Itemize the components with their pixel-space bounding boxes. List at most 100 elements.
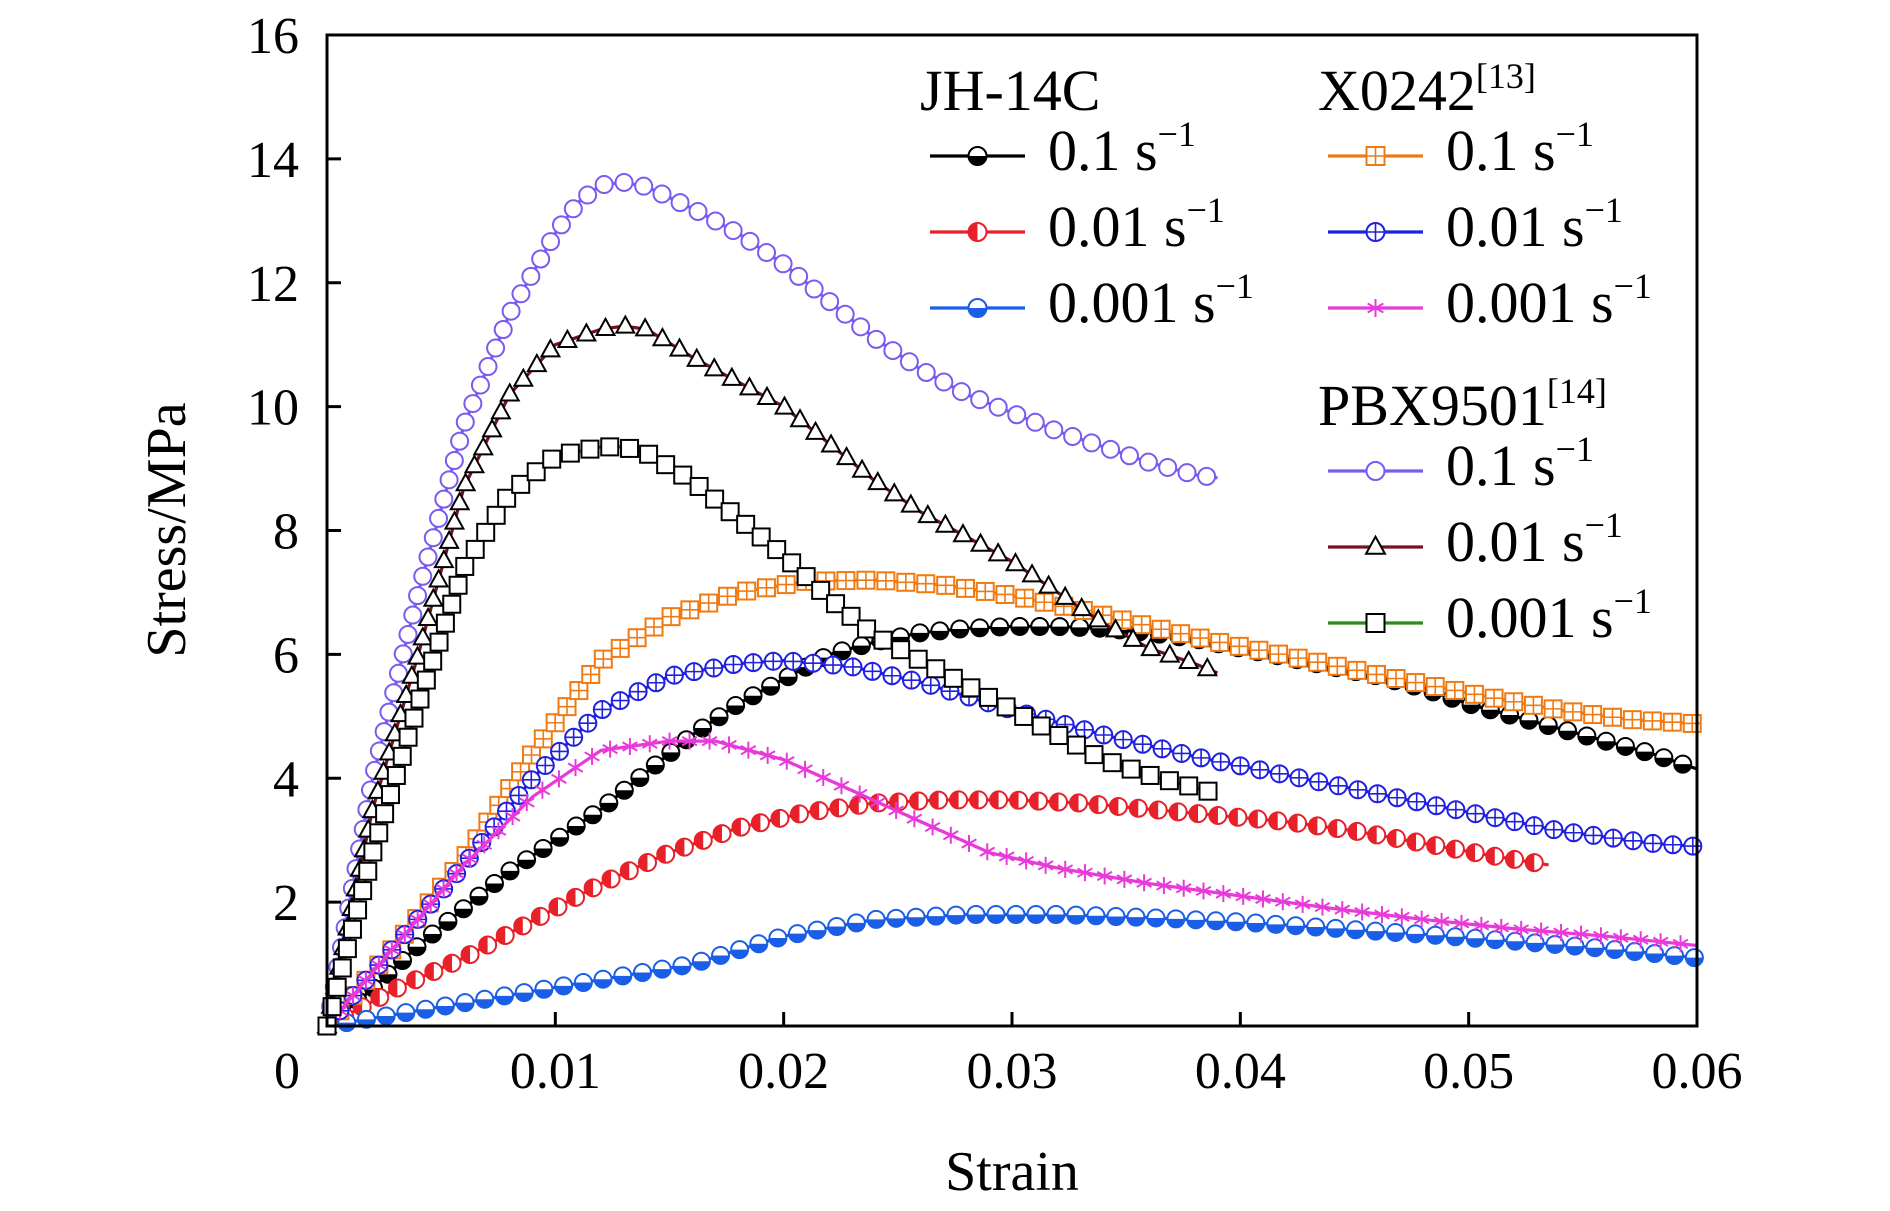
data-point-marker: [1286, 916, 1306, 936]
data-point-marker: [757, 243, 777, 263]
data-point-marker: [851, 458, 873, 478]
data-point-marker: [1148, 800, 1168, 820]
data-point-marker: [751, 527, 771, 547]
data-point-marker: [423, 651, 443, 671]
y-axis-title: Stress/MPa: [136, 402, 198, 657]
data-point-marker: [1088, 795, 1108, 815]
data-point-marker: [602, 740, 618, 758]
data-point-marker: [531, 249, 551, 269]
data-point-marker: [548, 897, 568, 917]
data-point-marker: [1246, 913, 1266, 933]
data-point-marker: [891, 640, 911, 660]
data-point-marker: [835, 445, 858, 466]
data-point-marker: [554, 976, 574, 996]
data-point-marker: [811, 580, 831, 600]
data-point-marker: [416, 999, 436, 1019]
data-point-marker: [835, 304, 855, 324]
y-tick-label: 12: [247, 256, 299, 313]
data-point-marker: [1094, 725, 1114, 745]
data-point-marker: [627, 628, 647, 648]
data-point-marker: [737, 581, 757, 601]
data-point-marker: [1230, 756, 1250, 776]
data-point-marker: [490, 400, 512, 420]
data-point-marker: [987, 542, 1009, 562]
data-point-marker: [442, 953, 462, 973]
data-point-marker: [1406, 832, 1426, 852]
data-point-marker: [1288, 648, 1308, 668]
data-point-marker: [930, 621, 950, 641]
data-point-marker: [1583, 705, 1603, 725]
data-point-marker: [1426, 796, 1446, 816]
data-point-marker: [1433, 912, 1450, 930]
data-point-marker: [435, 996, 455, 1016]
data-point-marker: [614, 314, 636, 334]
data-point-marker: [450, 431, 470, 451]
data-point-marker: [1413, 910, 1430, 928]
data-point-marker: [1101, 439, 1121, 459]
data-point-marker: [1158, 457, 1178, 477]
data-point-marker: [1307, 816, 1327, 836]
data-point-marker: [444, 451, 464, 471]
y-tick-label: 6: [273, 627, 299, 684]
data-point-marker: [541, 232, 561, 252]
legend-swatch-marker: [967, 146, 988, 166]
data-point-marker: [416, 670, 436, 690]
legend-item: 0.01 s−1: [1328, 190, 1623, 259]
data-point-marker: [409, 910, 426, 928]
data-point-marker: [917, 503, 939, 524]
legend-item: 0.1 s−1: [1328, 114, 1594, 183]
data-point-marker: [475, 989, 495, 1009]
data-point-marker: [1106, 906, 1126, 926]
data-point-marker: [583, 878, 603, 898]
data-point-marker: [533, 838, 553, 858]
data-point-marker: [1346, 920, 1366, 940]
data-point-marker: [1558, 721, 1578, 741]
legend-item: 0.01 s−1: [930, 190, 1225, 259]
legend-swatch-marker: [1364, 534, 1387, 555]
y-tick-label: 8: [273, 504, 299, 561]
data-point-marker: [511, 474, 531, 494]
data-point-marker: [1049, 792, 1069, 812]
data-point-marker: [512, 367, 534, 387]
data-point-marker: [934, 513, 957, 533]
data-point-marker: [1294, 895, 1311, 913]
data-point-marker: [804, 420, 827, 440]
data-point-marker: [759, 746, 776, 764]
data-point-marker: [1140, 765, 1160, 785]
data-point-marker: [369, 823, 389, 843]
data-point-marker: [1645, 944, 1665, 964]
legend-item: 0.001 s−1: [1328, 266, 1652, 335]
data-point-marker: [435, 613, 455, 633]
data-point-marker: [1573, 925, 1589, 943]
data-point-marker: [836, 571, 856, 591]
data-point-marker: [1289, 768, 1309, 788]
data-point-marker: [412, 626, 434, 646]
data-point-marker: [1077, 864, 1093, 882]
x-axis-title: Strain: [945, 1141, 1079, 1203]
data-point-marker: [406, 970, 426, 990]
data-point-marker: [575, 322, 597, 342]
data-point-marker: [434, 489, 454, 509]
data-point-marker: [634, 317, 656, 337]
data-point-marker: [651, 326, 674, 347]
data-point-marker: [1050, 617, 1070, 637]
data-point-marker: [1178, 649, 1200, 670]
data-point-marker: [901, 670, 921, 690]
data-point-marker: [438, 529, 460, 549]
data-point-marker: [704, 658, 724, 678]
data-point-marker: [396, 926, 413, 944]
data-point-marker: [1327, 819, 1347, 839]
data-point-marker: [773, 395, 796, 415]
data-point-marker: [761, 676, 781, 696]
data-point-marker: [1374, 905, 1390, 923]
data-point-marker: [557, 697, 577, 717]
data-point-marker: [1524, 853, 1544, 873]
data-point-marker: [1505, 812, 1525, 832]
data-point-marker: [404, 708, 424, 728]
data-point-marker: [996, 697, 1016, 717]
data-point-marker: [783, 651, 803, 671]
data-point-marker: [594, 175, 614, 195]
x-tick-label: 0.05: [1423, 1043, 1514, 1100]
data-point-marker: [883, 341, 903, 361]
